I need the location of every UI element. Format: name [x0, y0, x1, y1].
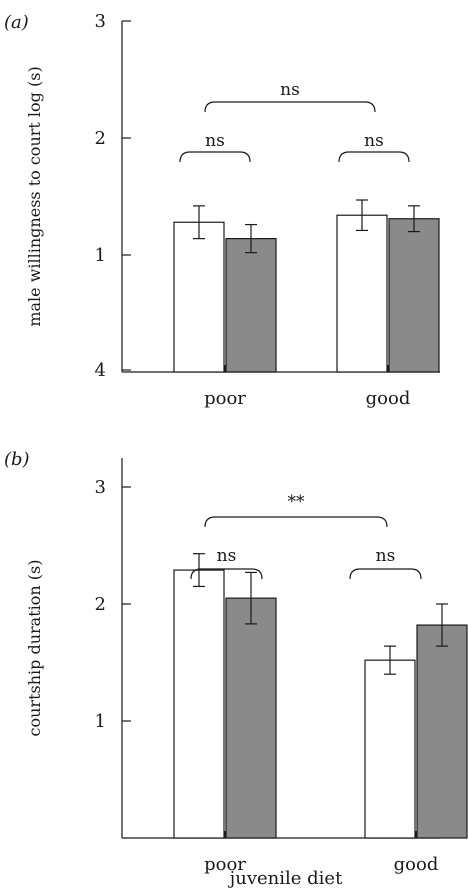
- significance-label: ns: [280, 80, 300, 100]
- bar: [388, 218, 440, 373]
- chart-panel: (a) 1 2 3 male willingness to court log (s) p…: [4, 11, 440, 409]
- panel-label: (a): [4, 12, 29, 33]
- y-axis-title: courtship duration (s): [25, 560, 44, 737]
- bar: [364, 659, 416, 839]
- category-label: poor: [204, 854, 246, 875]
- bar: [173, 221, 225, 373]
- significance-label: ns: [376, 546, 396, 566]
- significance-bracket: [349, 568, 422, 580]
- y-tick-label: 2: [95, 128, 106, 149]
- significance-label: ns: [205, 131, 225, 151]
- panel-label: (b): [4, 449, 30, 470]
- significance-label: ns: [364, 131, 384, 151]
- significance-label: **: [288, 492, 306, 512]
- significance-bracket: [204, 101, 376, 113]
- bar: [173, 569, 225, 839]
- y-tick-label: 2: [95, 594, 106, 615]
- bar: [416, 624, 468, 839]
- category-label: good: [366, 388, 411, 409]
- bar: [225, 597, 277, 839]
- chart-panel: (b) 1 2 3 4 courtship duration (s) poor good ** n…: [4, 360, 468, 888]
- y-tick-label: 1: [95, 711, 106, 732]
- x-axis-title: juvenile diet: [228, 868, 343, 888]
- y-tick-label: 4: [95, 360, 106, 381]
- significance-label: ns: [217, 546, 237, 566]
- category-label: good: [394, 854, 439, 875]
- y-tick-label: 3: [95, 477, 106, 498]
- significance-bracket: [190, 568, 263, 580]
- bar: [225, 238, 277, 373]
- y-tick-label: 1: [95, 245, 106, 266]
- y-tick-label: 3: [95, 11, 106, 32]
- significance-bracket: [179, 151, 251, 163]
- y-axis-title: male willingness to court log (s): [25, 66, 44, 326]
- category-label: poor: [204, 388, 246, 409]
- bar: [336, 214, 388, 373]
- significance-bracket: [338, 151, 410, 163]
- significance-bracket: [204, 516, 388, 528]
